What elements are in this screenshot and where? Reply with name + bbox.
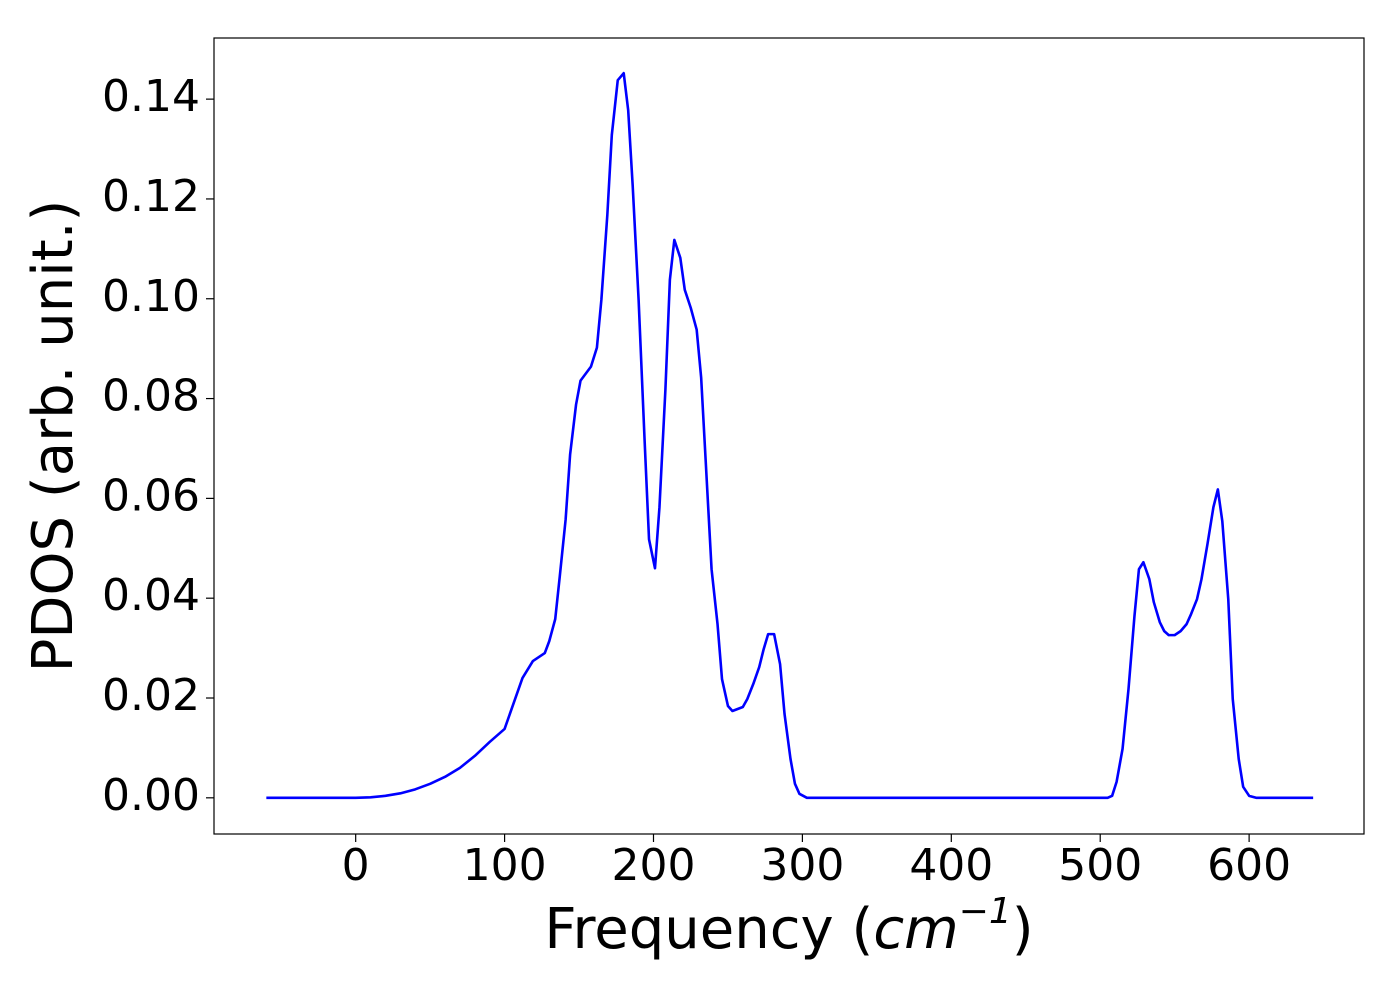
x-tick-label: 500 xyxy=(1058,840,1142,891)
y-tick-label: 0.00 xyxy=(102,770,200,821)
x-label-text: Frequency ( xyxy=(544,897,873,962)
x-tick-label: 200 xyxy=(612,840,696,891)
x-label-close: ) xyxy=(1012,897,1034,962)
y-tick-label: 0.08 xyxy=(102,371,200,422)
y-tick-label: 0.14 xyxy=(102,71,200,122)
x-tick-label: 600 xyxy=(1207,840,1291,891)
x-axis-label: Frequency (cm−1) xyxy=(544,891,1033,962)
plot-frame xyxy=(213,37,1365,835)
x-label-math: cm xyxy=(873,897,958,962)
x-label-sup: −1 xyxy=(959,891,1012,932)
y-tick-label: 0.06 xyxy=(102,470,200,521)
y-tick-label: 0.02 xyxy=(102,670,200,721)
y-axis-label: PDOS (arb. unit.) xyxy=(21,200,86,673)
y-tick-label: 0.12 xyxy=(102,171,200,222)
x-tick-label: 100 xyxy=(463,840,547,891)
x-tick-label: 0 xyxy=(342,840,370,891)
x-tick-label: 400 xyxy=(909,840,993,891)
data-line xyxy=(266,71,1314,800)
y-tick-label: 0.10 xyxy=(102,271,200,322)
y-tick-label: 0.04 xyxy=(102,570,200,621)
x-tick-label: 300 xyxy=(760,840,844,891)
